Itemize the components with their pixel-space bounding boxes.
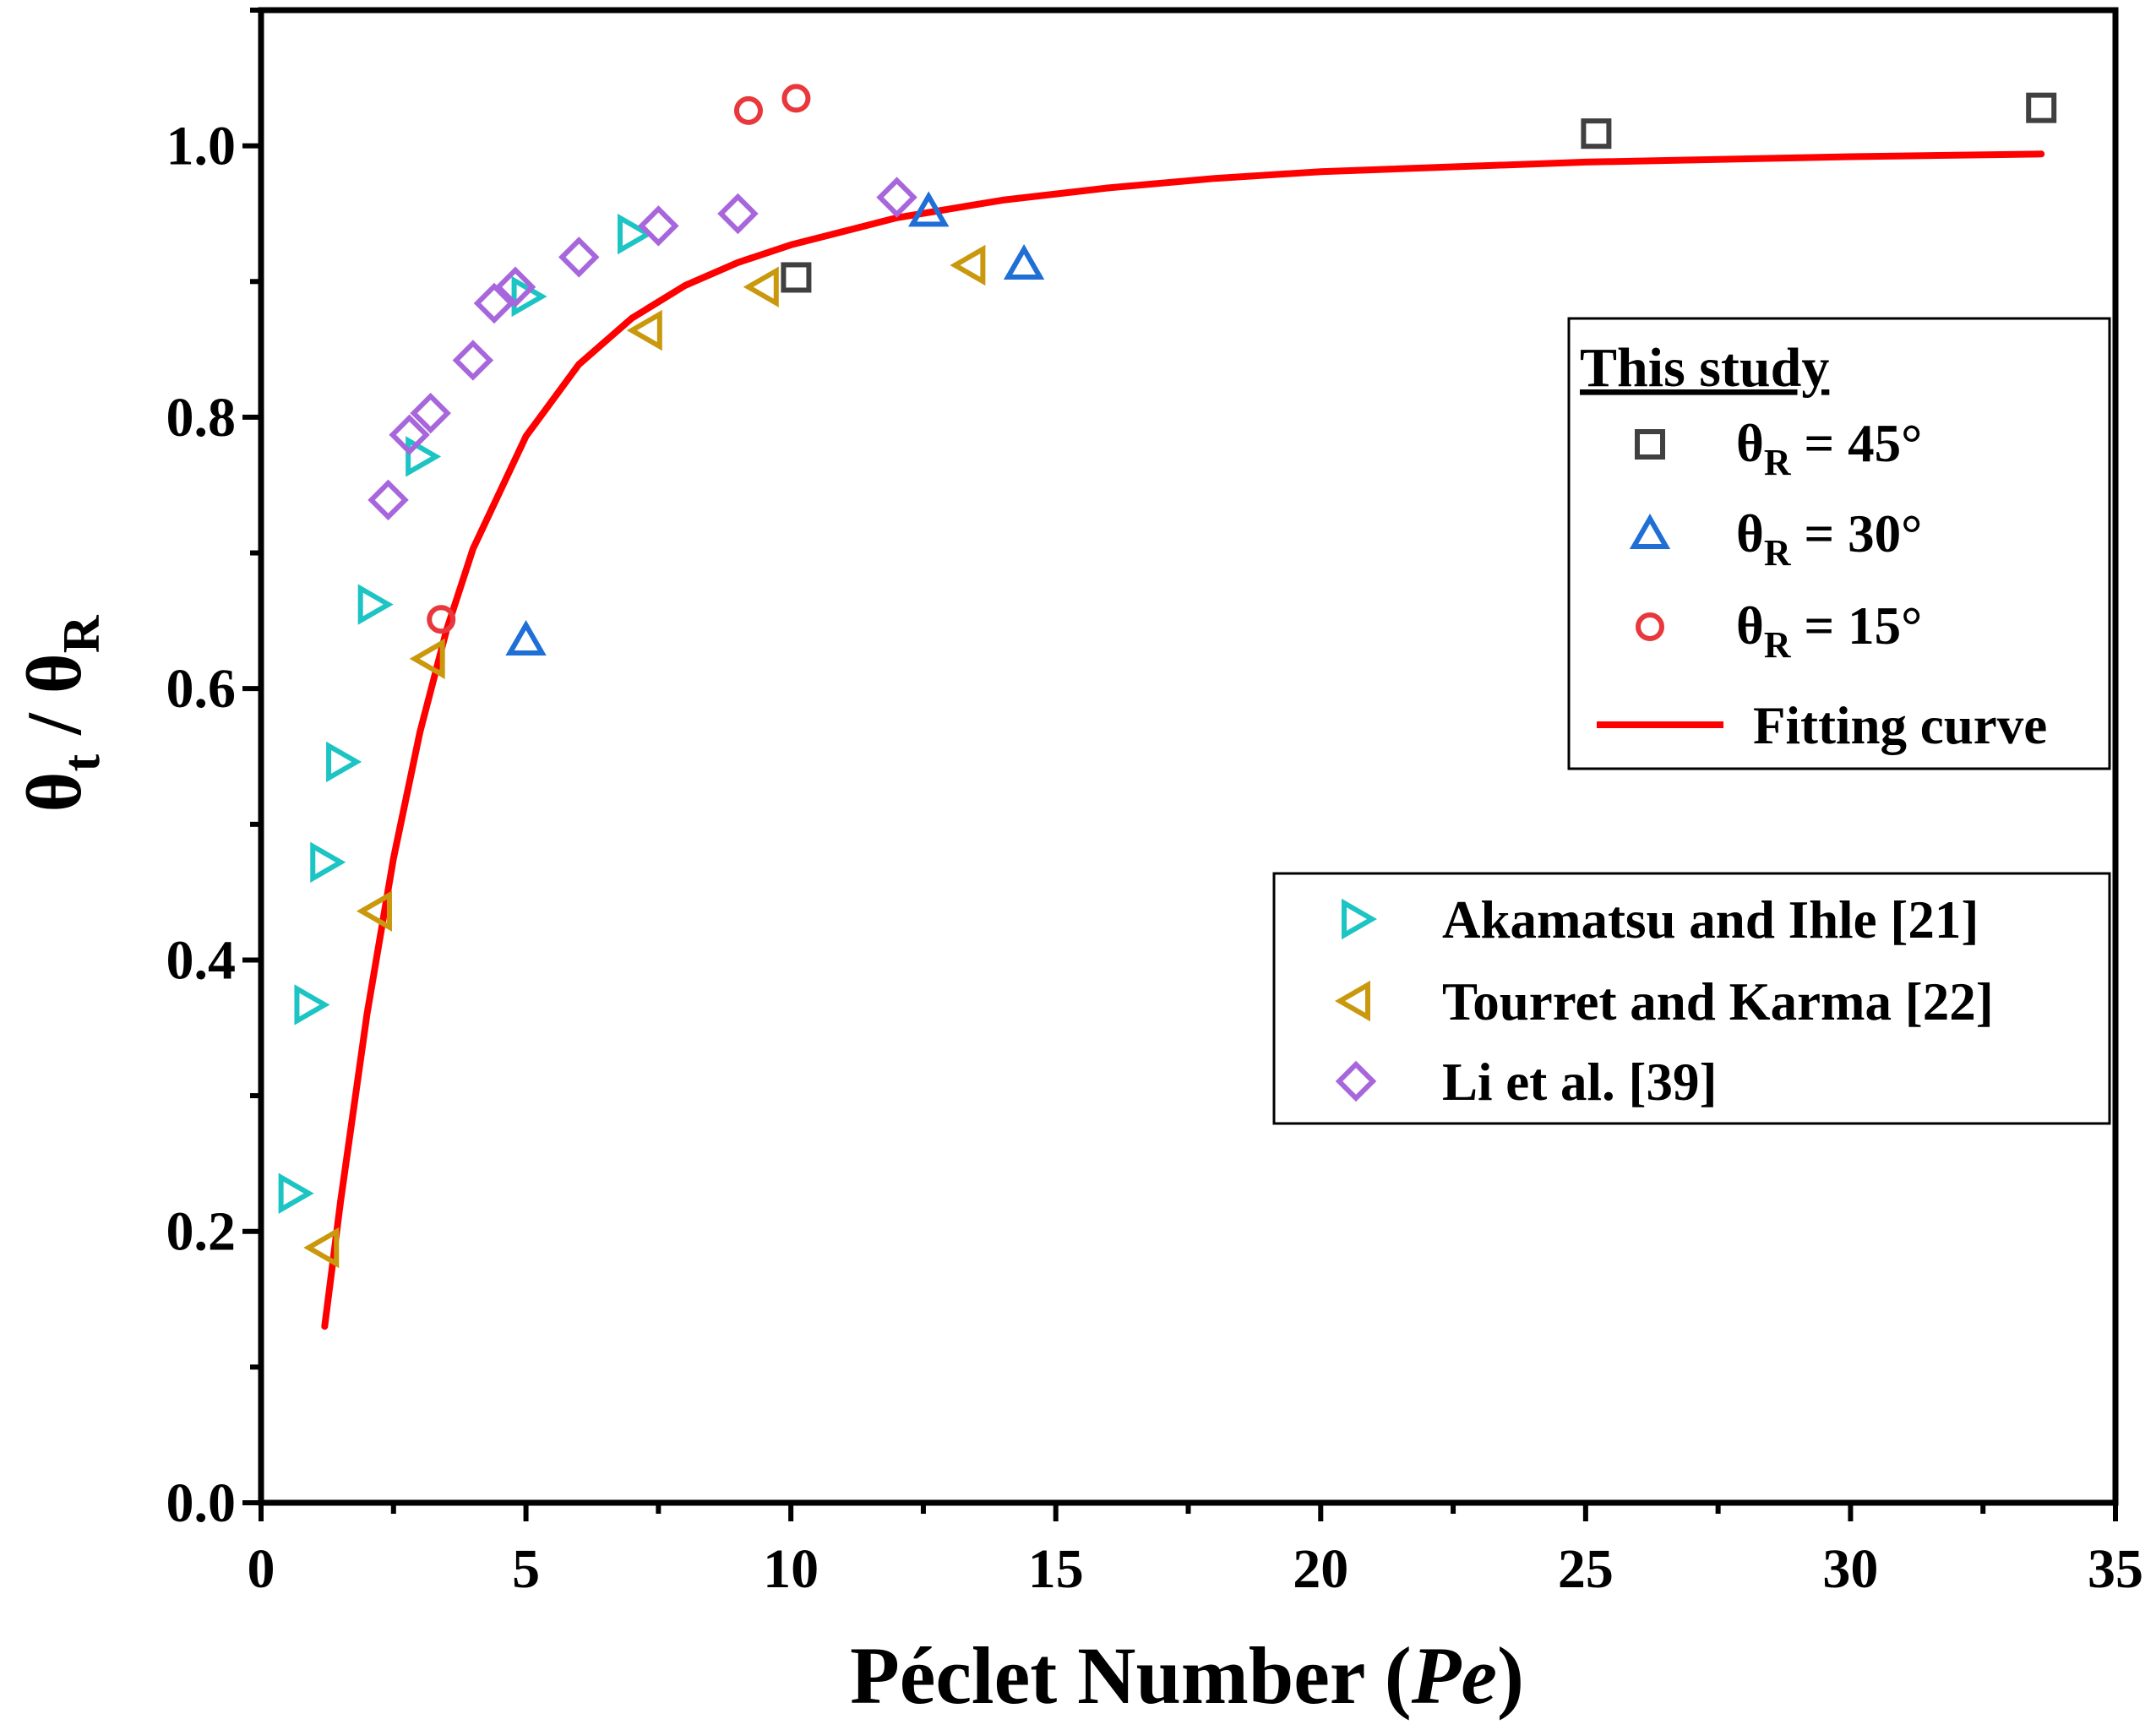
legend-marker-0 (1635, 429, 1665, 460)
data-point-4-4 (743, 266, 779, 307)
data-point-2-2 (781, 84, 811, 113)
y-title-sub-r: R (53, 614, 111, 653)
data-point-5-7 (638, 205, 679, 247)
svg-text:Péclet Number (Pe): Péclet Number (Pe) (850, 1630, 1524, 1721)
legend-marker-3 (1342, 898, 1378, 940)
axis-ticks: 0 5 10 15 20 25 30 35 0.0 0.2 0.4 0.6 0.8 1.0 (166, 8, 2143, 1600)
data-point-5-1 (389, 414, 430, 456)
data-point-5-3 (452, 340, 494, 381)
legend-label-1: θR = 30° (1736, 504, 1922, 574)
data-point-3-0 (278, 1172, 314, 1214)
legend-marker-2 (1636, 612, 1664, 641)
legend-this-study-box (1567, 317, 2111, 770)
x-tick-label: 25 (1558, 1538, 1614, 1600)
x-axis-title-italic: Pe (1411, 1630, 1497, 1721)
data-point-4-1 (356, 890, 392, 932)
x-axis-title-main: Péclet Number ( (850, 1630, 1412, 1721)
legend-label-4: Tourret and Karma [22] (1442, 972, 1994, 1031)
data-point-1-1 (908, 191, 950, 227)
data-point-5-5 (494, 266, 536, 307)
legend-literature-entries: Akamatsu and Ihle [21] Tourret and Karma … (1334, 890, 1994, 1112)
legend-label-0: θR = 45° (1736, 414, 1922, 483)
data-point-5-4 (473, 282, 515, 324)
legend-this-study: This study θR = 45° θR = 30° θR = 15° Fitti… (1567, 317, 2111, 770)
x-tick-label: 0 (248, 1538, 275, 1600)
legend-label-2: θR = 15° (1736, 596, 1922, 666)
y-tick-label: 0.2 (166, 1201, 237, 1263)
series-1 (505, 191, 1045, 656)
data-point-0-0 (781, 262, 812, 293)
legend-this-study-entries: θR = 45° θR = 30° θR = 15° Fitting curve (1597, 414, 2047, 755)
x-axis-title-close: ) (1497, 1630, 1524, 1721)
legend-literature-box (1272, 872, 2111, 1125)
data-point-3-4 (357, 584, 394, 625)
y-title-theta-t: θ (11, 772, 97, 813)
legend-marker-5 (1335, 1060, 1377, 1102)
legend-this-study-title: This study (1580, 337, 1829, 399)
legend-literature: Akamatsu and Ihle [21] Tourret and Karma … (1272, 872, 2111, 1125)
fit-curve-layer (321, 150, 2045, 1330)
y-title-sub-t: t (53, 754, 111, 772)
legend-label-5: Li et al. [39] (1442, 1053, 1717, 1112)
series-2 (427, 84, 811, 634)
data-point-5-2 (410, 392, 451, 434)
data-point-1-2 (1003, 243, 1045, 280)
data-point-3-1 (294, 984, 330, 1025)
legend-label-fit: Fitting curve (1753, 696, 2047, 755)
y-title-theta-r: θ (11, 653, 97, 694)
data-point-2-1 (733, 95, 763, 125)
data-point-0-2 (2026, 92, 2057, 123)
x-tick-label: 5 (512, 1538, 540, 1600)
series-5 (368, 177, 917, 521)
data-point-2-0 (427, 605, 456, 634)
legend-marker-1 (1629, 513, 1671, 549)
data-point-1-0 (505, 619, 547, 656)
data-points-layer (278, 84, 2057, 1269)
data-point-3-7 (618, 213, 654, 255)
data-point-3-3 (326, 741, 362, 783)
y-title-slash: / (11, 694, 97, 754)
data-point-5-6 (558, 237, 600, 278)
y-tick-label: 0.8 (166, 387, 237, 449)
data-point-4-3 (626, 309, 662, 351)
y-tick-label: 0.6 (166, 658, 237, 720)
x-tick-label: 10 (763, 1538, 819, 1600)
fitting-curve-line (321, 150, 2045, 1330)
data-point-0-1 (1581, 118, 1612, 150)
legend-marker-4 (1334, 980, 1370, 1022)
data-point-5-8 (717, 193, 759, 235)
x-tick-label: 20 (1293, 1538, 1348, 1600)
y-tick-label: 0.0 (166, 1472, 237, 1534)
y-axis-title: θt / θR (11, 614, 111, 812)
data-point-4-2 (409, 638, 445, 680)
data-point-4-5 (950, 244, 986, 286)
x-tick-label: 35 (2088, 1538, 2143, 1600)
y-tick-label: 0.4 (166, 929, 237, 991)
data-point-3-5 (406, 436, 442, 477)
legend-label-3: Akamatsu and Ihle [21] (1442, 890, 1979, 949)
svg-text:θt / θR: θt / θR (11, 614, 111, 812)
data-point-3-2 (310, 841, 346, 883)
x-axis-title: Péclet Number (Pe) (850, 1630, 1524, 1721)
series-4 (303, 244, 986, 1269)
x-tick-label: 30 (1822, 1538, 1878, 1600)
data-point-5-9 (876, 177, 917, 218)
x-tick-label: 15 (1028, 1538, 1084, 1600)
data-point-5-0 (368, 479, 409, 521)
y-tick-label: 1.0 (166, 116, 237, 177)
data-point-4-0 (303, 1227, 340, 1269)
series-0 (781, 92, 2057, 293)
